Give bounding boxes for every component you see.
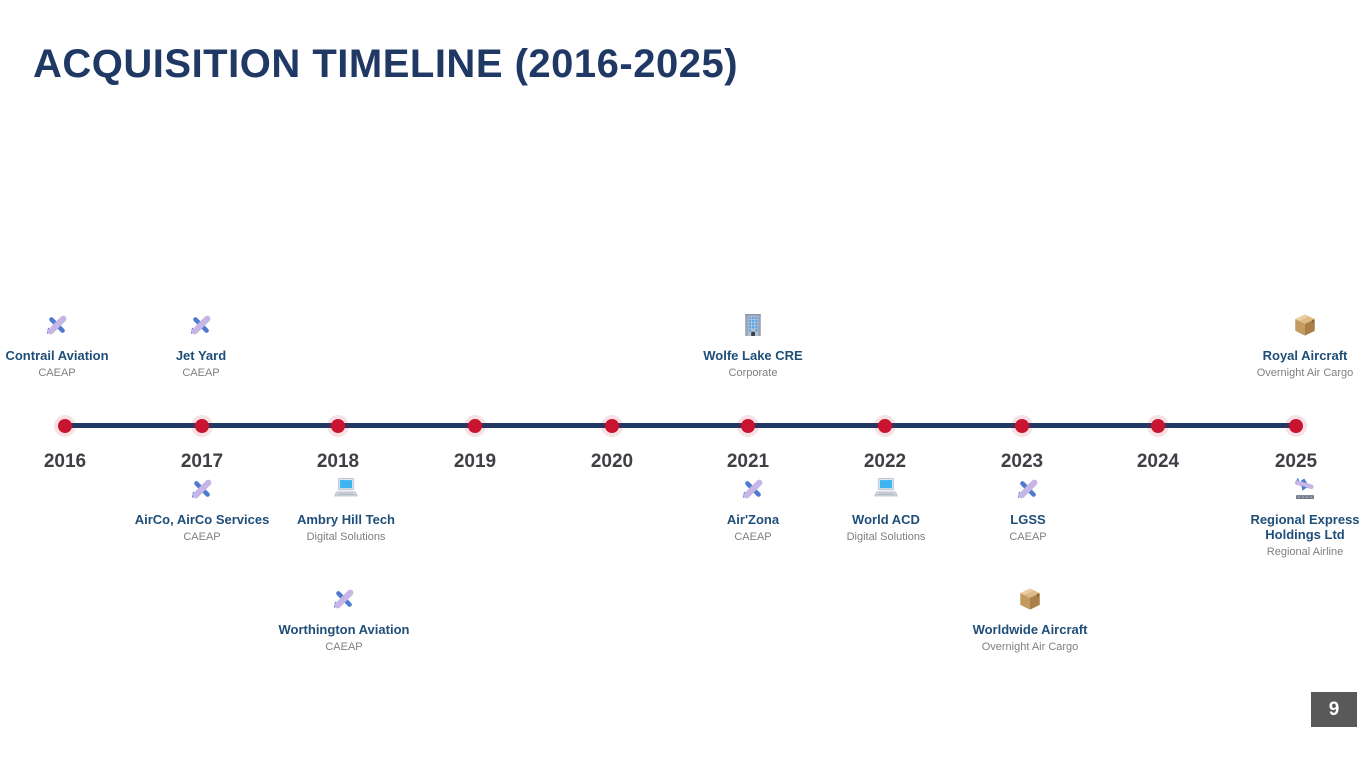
timeline-dot: [1151, 419, 1165, 433]
page-title: ACQUISITION TIMELINE (2016-2025): [33, 42, 739, 86]
timeline-dot: [195, 419, 209, 433]
office-building-icon: [658, 310, 848, 338]
company-name: Royal Aircraft: [1262, 348, 1348, 363]
year-label: 2022: [863, 451, 907, 472]
year-label: 2020: [590, 451, 634, 472]
company-category: Digital Solutions: [846, 531, 926, 543]
acquisition-entry: Jet Yard CAEAP: [106, 310, 296, 380]
timeline-dot: [58, 419, 72, 433]
airplane-icon: [658, 474, 848, 502]
timeline-dot: [605, 419, 619, 433]
acquisition-entry: LGSS CAEAP: [933, 474, 1123, 544]
company-category: Regional Airline: [1266, 546, 1344, 558]
year-label: 2017: [180, 451, 224, 472]
company-name: Worldwide Aircraft: [972, 622, 1088, 637]
timeline-dot: [1289, 419, 1303, 433]
year-label: 2019: [453, 451, 497, 472]
company-category: Overnight Air Cargo: [1256, 367, 1354, 379]
acquisition-entry: Wolfe Lake CRE Corporate: [658, 310, 848, 380]
company-category: Corporate: [728, 367, 778, 379]
year-label: 2016: [43, 451, 87, 472]
package-icon: [1210, 310, 1365, 338]
company-category: Digital Solutions: [306, 531, 386, 543]
company-name: Ambry Hill Tech: [296, 512, 395, 527]
company-name: Worthington Aviation: [278, 622, 410, 637]
timeline-line: [65, 423, 1296, 428]
company-category: CAEAP: [38, 367, 76, 379]
company-category: CAEAP: [1009, 531, 1047, 543]
acquisition-entry: Worldwide Aircraft Overnight Air Cargo: [935, 584, 1125, 654]
airplane-icon: [933, 474, 1123, 502]
timeline-dot: [1015, 419, 1029, 433]
timeline-dot: [331, 419, 345, 433]
year-label: 2018: [316, 451, 360, 472]
company-name: World ACD: [852, 512, 920, 527]
company-name: Jet Yard: [175, 348, 227, 363]
company-category: CAEAP: [325, 641, 363, 653]
company-name: AirCo, AirCo Services: [134, 512, 270, 527]
company-category: Overnight Air Cargo: [981, 641, 1079, 653]
company-category: CAEAP: [734, 531, 772, 543]
company-name: Wolfe Lake CRE: [703, 348, 803, 363]
timeline-dot: [741, 419, 755, 433]
package-icon: [935, 584, 1125, 612]
page-number-badge: 9: [1311, 692, 1357, 727]
acquisition-entry: Ambry Hill Tech Digital Solutions: [251, 474, 441, 544]
year-label: 2023: [1000, 451, 1044, 472]
company-name: Regional Express Holdings Ltd: [1250, 512, 1360, 542]
airplane-landing-icon: [1210, 474, 1365, 502]
year-label: 2021: [726, 451, 770, 472]
acquisition-entry: Worthington Aviation CAEAP: [249, 584, 439, 654]
laptop-icon: [791, 474, 981, 502]
laptop-icon: [251, 474, 441, 502]
acquisition-entry: AirCo, AirCo Services CAEAP: [107, 474, 297, 544]
timeline-dot: [468, 419, 482, 433]
acquisition-entry: Contrail Aviation CAEAP: [0, 310, 152, 380]
year-label: 2025: [1274, 451, 1318, 472]
airplane-icon: [106, 310, 296, 338]
airplane-icon: [107, 474, 297, 502]
company-name: LGSS: [1010, 512, 1046, 527]
year-label: 2024: [1136, 451, 1180, 472]
acquisition-entry: Royal Aircraft Overnight Air Cargo: [1210, 310, 1365, 380]
company-category: CAEAP: [183, 531, 221, 543]
airplane-icon: [249, 584, 439, 612]
timeline-dot: [878, 419, 892, 433]
acquisition-entry: World ACD Digital Solutions: [791, 474, 981, 544]
company-name: Contrail Aviation: [5, 348, 109, 363]
company-name: Air'Zona: [726, 512, 780, 527]
airplane-icon: [0, 310, 152, 338]
acquisition-entry: Regional Express Holdings Ltd Regional A…: [1210, 474, 1365, 559]
acquisition-entry: Air'Zona CAEAP: [658, 474, 848, 544]
company-category: CAEAP: [182, 367, 220, 379]
